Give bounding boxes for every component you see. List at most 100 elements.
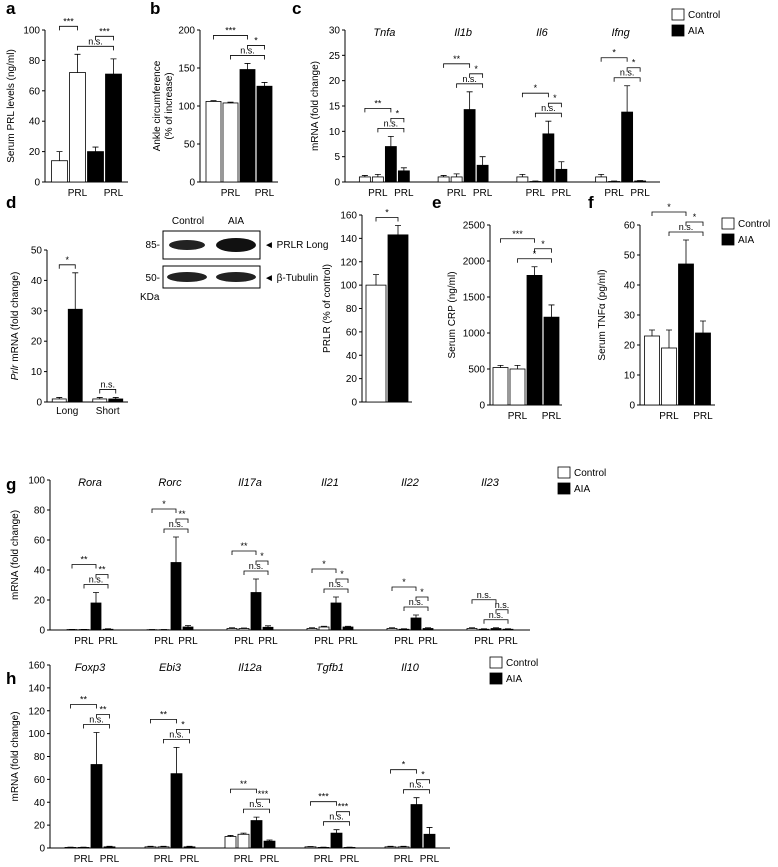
significance-label: ** [160, 709, 168, 719]
error-bar [400, 167, 407, 171]
panel-letter: g [6, 475, 16, 494]
error-bar [373, 274, 379, 286]
error-bar [185, 625, 191, 627]
significance-label: * [162, 499, 166, 509]
x-tick-label: PRL [394, 636, 414, 647]
blot-band [216, 238, 256, 252]
bracket [175, 518, 189, 523]
bar [304, 846, 317, 849]
y-axis-label: PRLR (% of control) [322, 264, 333, 353]
error-bar [426, 827, 433, 835]
error-bar [666, 329, 672, 348]
legend-label: AIA [738, 235, 754, 246]
significance-label: ** [178, 509, 186, 519]
y-tick-label: 40 [624, 281, 636, 292]
significance-label: * [533, 249, 537, 259]
bracket [310, 801, 337, 806]
y-axis-label: Serum CRP (ng/ml) [447, 271, 458, 358]
y-tick-label: 500 [468, 365, 485, 376]
y-tick-label: 80 [29, 56, 41, 67]
significance-label: n.s. [384, 118, 399, 128]
y-tick-label: 20 [329, 76, 341, 87]
legend-label: AIA [688, 26, 704, 37]
legend-swatch [557, 466, 571, 479]
x-tick-label: PRL [338, 636, 358, 647]
error-bar [440, 175, 447, 177]
bracket [534, 248, 552, 253]
legend-swatch [489, 656, 503, 669]
y-axis-label-text: Serum CRP (ng/ml) [447, 271, 458, 358]
significance-label: * [181, 719, 185, 729]
error-bar [649, 329, 655, 336]
x-tick-label: Short [96, 406, 120, 417]
error-bar [545, 120, 552, 134]
bracket [364, 108, 392, 113]
x-tick-label: PRL [258, 636, 278, 647]
bar [170, 562, 182, 631]
significance-label: ** [240, 541, 248, 551]
legend-label: Control [738, 219, 770, 230]
group-label: Il10 [401, 662, 420, 674]
bracket [163, 738, 190, 744]
significance-label: ** [240, 779, 248, 789]
error-bar [72, 272, 79, 310]
x-tick-label: PRL [474, 636, 494, 647]
legend-swatch [721, 217, 735, 230]
bar [466, 628, 478, 631]
x-tick-label: Long [56, 406, 78, 417]
significance-label: n.s. [541, 103, 556, 113]
y-tick-label: 120 [28, 706, 45, 717]
bracket [403, 606, 429, 611]
blot-frame [162, 265, 261, 289]
error-bar [624, 85, 631, 113]
x-tick-label: PRL [552, 188, 572, 199]
bracket [99, 389, 117, 394]
bracket [150, 718, 177, 724]
significance-label: n.s. [249, 799, 264, 809]
bar [526, 274, 543, 406]
bracket [336, 811, 350, 816]
bracket [500, 238, 535, 243]
bar [108, 398, 124, 403]
blot-band [169, 240, 205, 250]
bar [678, 263, 694, 406]
significance-label: * [541, 239, 545, 249]
significance-label: * [396, 108, 400, 118]
error-bar [147, 845, 154, 847]
y-axis-label-text: mRNA (fold change) [10, 272, 21, 362]
y-tick-label: 80 [34, 752, 46, 763]
blot-band [167, 272, 207, 282]
y-axis-label: mRNA (fold change) [310, 61, 321, 151]
bracket [256, 798, 270, 804]
error-bar [93, 732, 100, 765]
bracket [668, 231, 704, 236]
y-tick-label: 20 [29, 147, 41, 158]
y-tick-label: 60 [34, 536, 46, 547]
significance-label: ** [99, 704, 107, 714]
panel-letter: e [432, 193, 441, 212]
significance-label: n.s. [462, 74, 477, 84]
bar [516, 176, 529, 183]
bracket [176, 728, 190, 734]
y-tick-label: 120 [340, 257, 357, 268]
x-tick-label: PRL [98, 636, 118, 647]
bar [423, 833, 436, 849]
y-tick-label: 40 [34, 798, 46, 809]
bar [529, 181, 542, 183]
group-label: Il21 [321, 477, 339, 489]
bracket [391, 586, 417, 591]
group-label: Il22 [401, 477, 419, 489]
bracket [311, 568, 337, 573]
error-bar [160, 845, 167, 847]
bracket [243, 570, 269, 575]
bar [695, 332, 711, 406]
y-axis-label-text: PRLR (% of control) [322, 264, 333, 353]
y-tick-label: 10 [624, 371, 636, 382]
y-tick-label: 0 [334, 178, 340, 189]
blot-unit: KDa [140, 292, 160, 303]
significance-label: *** [258, 789, 269, 799]
significance-label: ** [80, 694, 88, 704]
significance-label: *** [225, 25, 236, 35]
significance-label: n.s. [89, 575, 104, 585]
